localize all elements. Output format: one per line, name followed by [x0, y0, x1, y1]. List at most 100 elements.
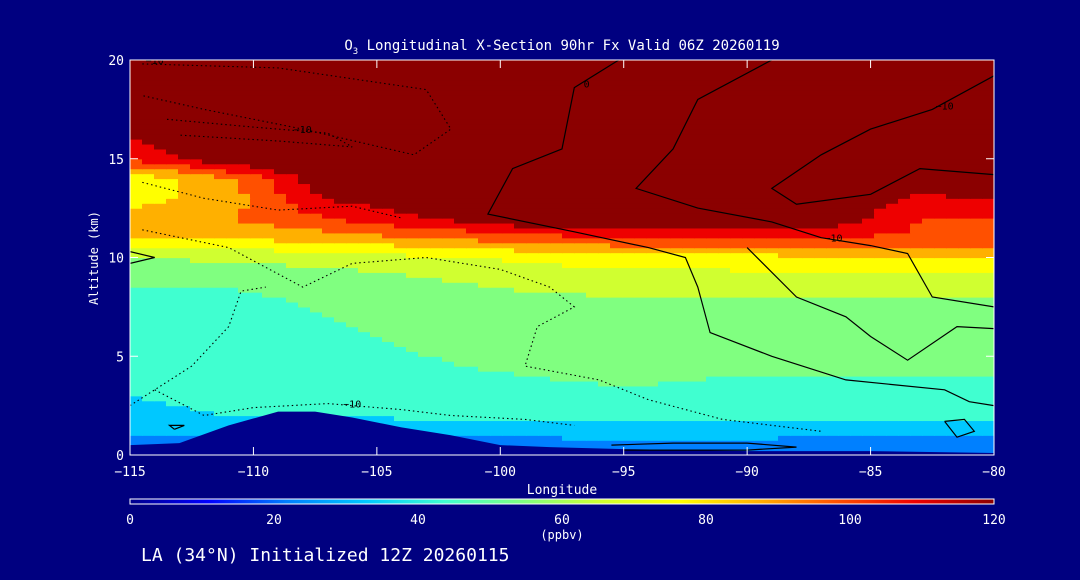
heatmap-cell [790, 134, 803, 140]
heatmap-cell [742, 124, 755, 130]
heatmap-cell [562, 346, 575, 352]
heatmap-cell [598, 336, 611, 343]
heatmap-cell [250, 203, 263, 209]
heatmap-cell [526, 395, 539, 402]
heatmap-cell [742, 213, 755, 219]
heatmap-cell [286, 385, 299, 392]
heatmap-cell [814, 435, 827, 441]
heatmap-cell [778, 124, 791, 130]
heatmap-cell [406, 272, 419, 278]
heatmap-cell [334, 232, 347, 239]
heatmap-cell [778, 361, 791, 367]
heatmap-cell [730, 168, 743, 175]
heatmap-cell [130, 134, 143, 140]
heatmap-cell [982, 257, 994, 264]
heatmap-cell [394, 163, 407, 170]
heatmap-cell [910, 148, 923, 155]
heatmap-cell [946, 321, 959, 328]
heatmap-cell [334, 385, 347, 392]
heatmap-cell [778, 168, 791, 175]
heatmap-cell [586, 287, 599, 293]
heatmap-cell [922, 425, 935, 431]
heatmap-cell [742, 376, 755, 382]
heatmap-cell [538, 331, 551, 338]
heatmap-cell [502, 430, 515, 436]
heatmap-cell [418, 134, 431, 140]
heatmap-cell [238, 277, 251, 283]
heatmap-cell [262, 163, 275, 170]
heatmap-cell [658, 119, 671, 125]
heatmap-cell [730, 435, 743, 441]
heatmap-cell [502, 227, 515, 234]
heatmap-cell [766, 193, 779, 199]
heatmap-cell [538, 400, 551, 407]
heatmap-cell [706, 139, 719, 145]
heatmap-cell [250, 198, 263, 204]
heatmap-cell [238, 336, 251, 343]
heatmap-cell [622, 222, 635, 229]
heatmap-cell [442, 222, 455, 229]
heatmap-cell [802, 371, 815, 377]
heatmap-cell [586, 440, 599, 446]
heatmap-cell [610, 440, 623, 446]
heatmap-cell [142, 297, 155, 303]
heatmap-cell [862, 134, 875, 140]
heatmap-cell [178, 252, 191, 259]
heatmap-cell [658, 346, 671, 352]
heatmap-cell [622, 237, 635, 244]
heatmap-cell [442, 341, 455, 347]
heatmap-cell [730, 222, 743, 229]
heatmap-cell [286, 336, 299, 343]
heatmap-cell [658, 227, 671, 234]
heatmap-cell [130, 346, 143, 352]
heatmap-cell [466, 425, 479, 431]
heatmap-cell [586, 277, 599, 283]
heatmap-cell [562, 222, 575, 229]
heatmap-cell [418, 109, 431, 115]
heatmap-cell [418, 213, 431, 219]
heatmap-cell [274, 173, 287, 180]
heatmap-cell [466, 321, 479, 328]
heatmap-cell [610, 227, 623, 234]
heatmap-cell [802, 405, 815, 412]
heatmap-cell [526, 415, 539, 422]
heatmap-cell [670, 361, 683, 367]
heatmap-cell [346, 316, 359, 323]
heatmap-cell [658, 326, 671, 333]
heatmap-cell [730, 247, 743, 254]
heatmap-cell [322, 247, 335, 254]
heatmap-cell [778, 188, 791, 194]
heatmap-cell [754, 410, 767, 417]
heatmap-cell [454, 203, 467, 209]
heatmap-cell [538, 405, 551, 412]
heatmap-cell [370, 415, 383, 422]
heatmap-cell [826, 252, 839, 259]
heatmap-cell [190, 218, 203, 224]
heatmap-cell [826, 163, 839, 170]
heatmap-cell [610, 242, 623, 249]
heatmap-cell [970, 351, 983, 357]
heatmap-cell [766, 218, 779, 224]
heatmap-cell [790, 435, 803, 441]
heatmap-cell [382, 227, 395, 234]
heatmap-cell [898, 208, 911, 214]
heatmap-cell [898, 287, 911, 293]
heatmap-cell [298, 213, 311, 219]
heatmap-cell [778, 410, 791, 417]
heatmap-cell [358, 129, 371, 135]
heatmap-cell [634, 415, 647, 422]
heatmap-cell [490, 178, 503, 185]
heatmap-cell [430, 183, 443, 189]
heatmap-cell [154, 277, 167, 283]
heatmap-cell [262, 287, 275, 293]
heatmap-cell [178, 316, 191, 323]
heatmap-cell [442, 247, 455, 254]
heatmap-cell [598, 173, 611, 180]
heatmap-cell [730, 242, 743, 249]
heatmap-cell [958, 435, 971, 441]
heatmap-cell [454, 247, 467, 254]
heatmap-cell [430, 148, 443, 155]
heatmap-cell [610, 252, 623, 259]
heatmap-cell [394, 297, 407, 303]
heatmap-cell [874, 242, 887, 249]
